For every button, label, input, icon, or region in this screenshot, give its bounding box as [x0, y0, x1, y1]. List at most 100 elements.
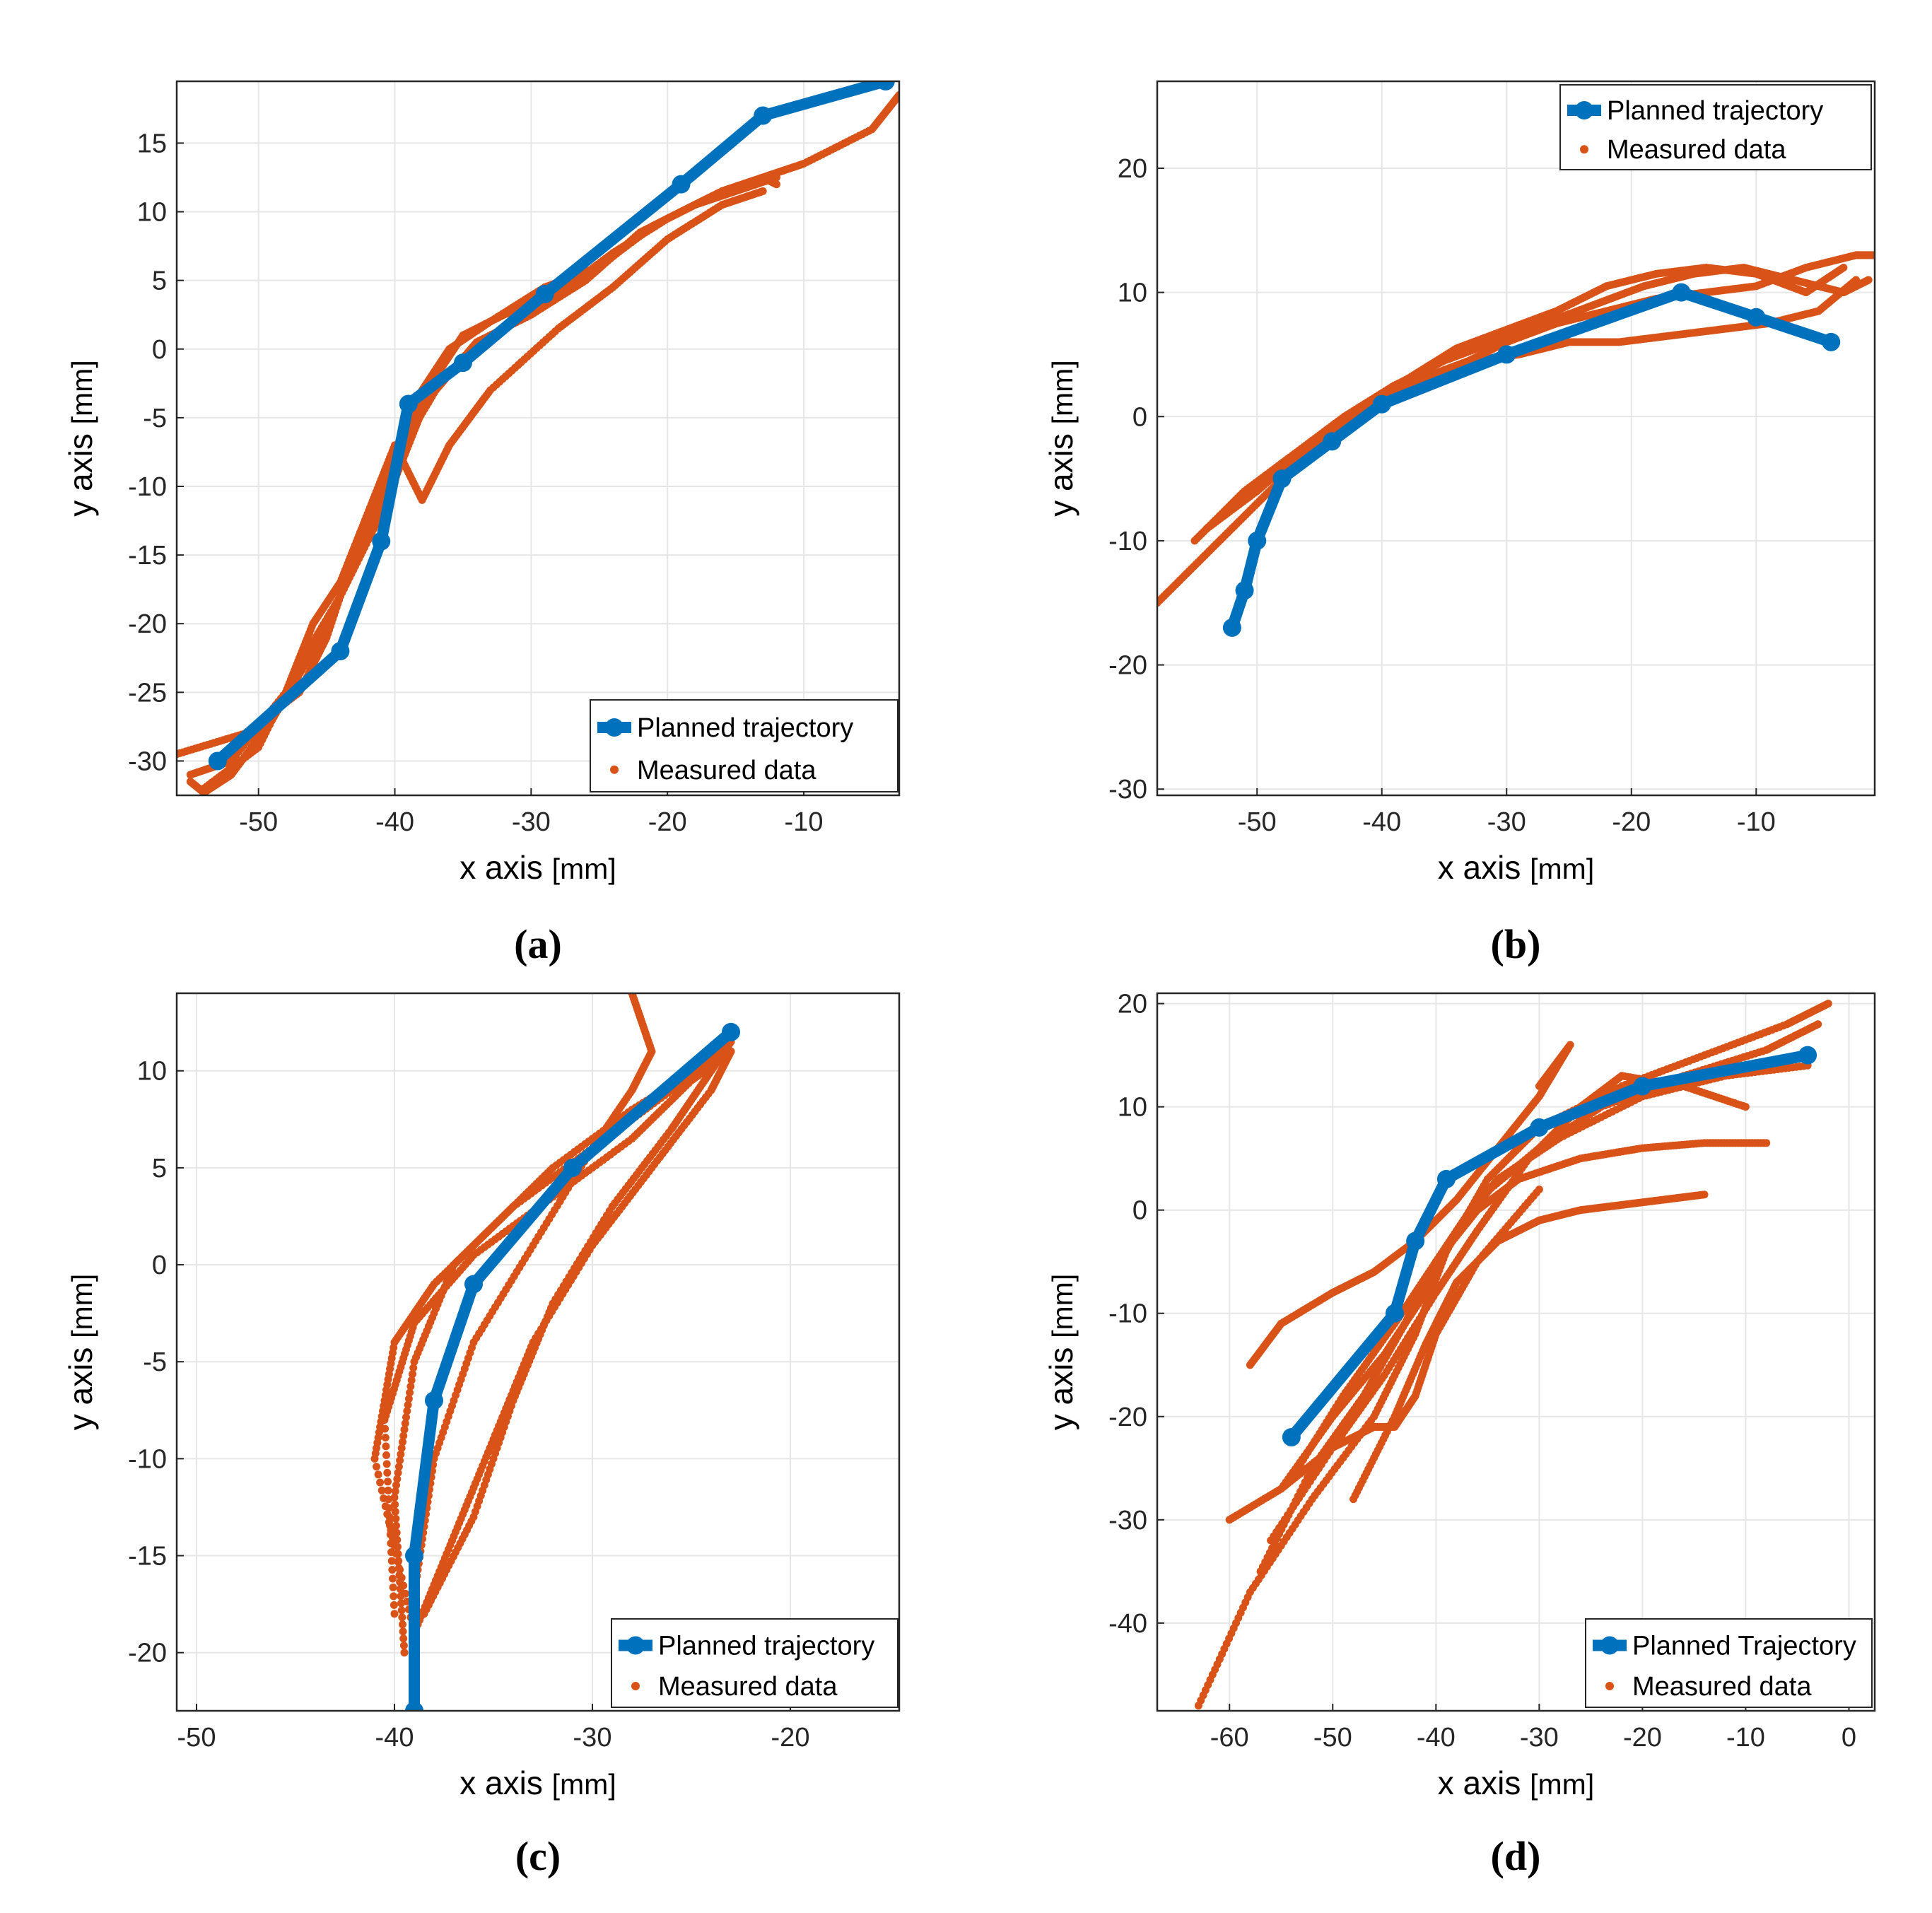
y-axis-label: y axis [mm]	[1043, 360, 1079, 516]
measured-point	[400, 1425, 409, 1434]
measured-point	[385, 1504, 393, 1512]
measured-point	[773, 180, 780, 189]
axes-box	[1156, 80, 1876, 797]
measured-point	[401, 1420, 409, 1427]
panel-label-c: (c)	[515, 1833, 561, 1879]
y-axis-label: y axis [mm]	[62, 360, 99, 516]
y-tick-label: 5	[152, 267, 167, 296]
planned-point	[876, 81, 895, 90]
measured-pass	[1203, 264, 1848, 532]
measured-point	[1762, 1139, 1771, 1147]
planned-point	[1235, 581, 1254, 600]
planned-point	[1272, 469, 1292, 489]
legend-box	[611, 1618, 898, 1708]
planned-point	[372, 532, 391, 551]
legend-marker-planned	[626, 1636, 645, 1655]
measured-point	[1700, 1190, 1709, 1199]
measured-point	[1870, 251, 1875, 259]
measured-point	[385, 1495, 393, 1504]
x-tick-label: -50	[239, 807, 278, 837]
y-tick-label: -5	[143, 404, 167, 433]
y-tick-label: -15	[128, 541, 167, 571]
measured-point	[895, 90, 899, 99]
measured-point	[382, 1451, 390, 1459]
planned-point	[754, 106, 773, 125]
measured-point	[399, 1620, 406, 1629]
measured-point	[389, 1574, 397, 1583]
y-tick-label: 10	[137, 198, 167, 228]
measured-point	[385, 1513, 394, 1521]
measured-point	[400, 1649, 409, 1657]
measured-point	[374, 1470, 382, 1479]
measured-point	[376, 1478, 385, 1487]
legend-marker-measured	[1580, 145, 1588, 154]
measured-point	[399, 1581, 408, 1590]
y-tick-label: -20	[1108, 651, 1147, 681]
y-tick-label: -10	[128, 472, 167, 502]
planned-point	[1497, 345, 1516, 364]
planned-point	[535, 285, 554, 304]
y-tick-label: 15	[137, 129, 167, 158]
measured-point	[389, 1583, 397, 1591]
y-tick-label: -30	[1108, 775, 1147, 805]
measured-point	[398, 1613, 406, 1622]
planned-point	[405, 1702, 423, 1711]
measured-point	[387, 1557, 396, 1565]
measured-point	[401, 1589, 409, 1598]
legend-marker-measured	[610, 765, 619, 774]
measured-point	[392, 1514, 400, 1523]
legend-label-planned: Planned trajectory	[1607, 96, 1823, 126]
x-tick-label: -20	[771, 1723, 810, 1753]
x-tick-label: -30	[573, 1723, 612, 1753]
x-tick-label: -50	[1238, 807, 1277, 837]
x-tick-label: -20	[1612, 807, 1651, 837]
y-tick-label: -25	[128, 678, 167, 708]
measured-point	[396, 1456, 404, 1465]
planned-point	[563, 1158, 582, 1177]
measured-point	[409, 1370, 416, 1379]
y-tick-label: 10	[137, 1057, 167, 1087]
x-tick-label: -20	[648, 807, 687, 837]
measured-point	[1839, 264, 1848, 271]
y-tick-label: 20	[1118, 154, 1147, 184]
measured-point	[382, 1442, 390, 1451]
y-tick-label: 0	[152, 335, 167, 365]
y-tick-label: -5	[143, 1347, 167, 1377]
measured-point	[404, 1400, 412, 1409]
axes-box	[175, 992, 901, 1712]
planned-point	[1323, 432, 1342, 451]
legend-marker-planned	[605, 718, 623, 737]
planned-point	[331, 642, 350, 661]
planned-point	[722, 1022, 740, 1041]
measured-point	[1814, 1020, 1822, 1029]
measured-point	[387, 1539, 395, 1548]
planned-point	[1248, 531, 1267, 550]
plot-area	[1157, 81, 1875, 795]
y-tick-label: -30	[128, 747, 167, 776]
measured-point	[406, 1388, 414, 1397]
planned-point	[1222, 618, 1241, 637]
y-tick-label: 5	[152, 1154, 167, 1183]
legend-box	[590, 699, 898, 792]
measured-point	[1852, 276, 1860, 284]
measured-point	[628, 993, 636, 998]
x-tick-label: -40	[1362, 807, 1401, 837]
y-tick-label: 0	[1132, 402, 1147, 432]
measured-point	[759, 187, 767, 195]
planned-point	[208, 751, 227, 771]
planned-point	[1672, 283, 1691, 302]
measured-point	[381, 1424, 390, 1433]
x-tick-label: -30	[512, 807, 551, 837]
measured-point	[394, 1468, 402, 1477]
legend-label-measured: Measured data	[658, 1672, 838, 1702]
x-tick-label: -30	[1487, 807, 1526, 837]
x-tick-label: -10	[1737, 807, 1776, 837]
x-axis-label: x axis [mm]	[459, 849, 616, 886]
y-tick-label: -20	[128, 609, 167, 639]
measured-point	[397, 1599, 405, 1608]
measured-point	[392, 1481, 400, 1490]
